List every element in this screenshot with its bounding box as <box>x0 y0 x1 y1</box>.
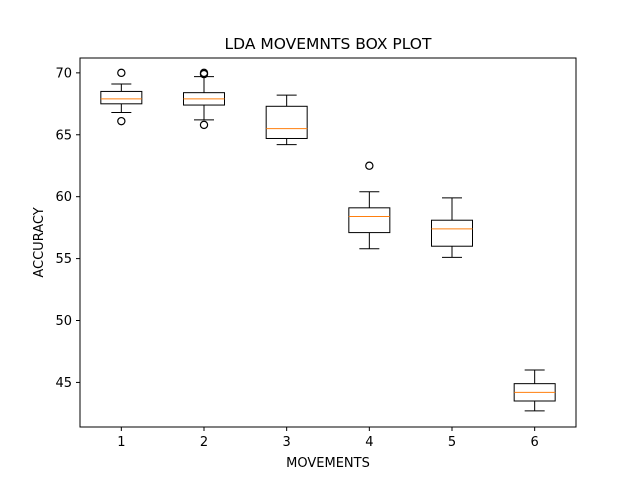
y-axis-label: ACCURACY <box>32 207 47 277</box>
y-tick-label: 65 <box>55 128 72 143</box>
x-tick-label: 3 <box>283 435 291 450</box>
y-tick-label: 55 <box>55 252 72 267</box>
y-axis: 45 50 55 60 65 70 <box>55 66 80 391</box>
x-tick-label: 6 <box>531 435 539 450</box>
box-iqr <box>265 105 308 139</box>
x-tick-label: 1 <box>117 435 125 450</box>
box-iqr <box>348 207 391 234</box>
box-group-1 <box>100 68 143 126</box>
axes-frame <box>79 57 577 428</box>
outlier-point <box>365 161 374 170</box>
outlier-point <box>199 120 209 130</box>
chart-title: LDA MOVEMNTS BOX PLOT <box>225 35 432 53</box>
box-iqr <box>100 90 143 105</box>
y-tick-label: 60 <box>55 190 72 205</box>
y-tick-label: 50 <box>55 314 72 329</box>
box-group-4 <box>348 161 391 250</box>
y-tick-label: 70 <box>55 66 72 81</box>
outlier-point <box>199 68 209 78</box>
plot-area <box>100 68 556 412</box>
outlier-point <box>117 68 126 78</box>
box-group-5 <box>431 197 473 258</box>
box-group-6 <box>513 369 556 412</box>
x-tick-label: 4 <box>365 435 373 450</box>
outlier-point <box>117 116 126 126</box>
box-group-3 <box>265 94 308 146</box>
box-group-2 <box>183 68 225 130</box>
x-tick-label: 5 <box>448 435 456 450</box>
box-iqr <box>431 219 473 247</box>
x-axis-label: MOVEMENTS <box>286 456 370 471</box>
y-tick-label: 45 <box>55 376 72 391</box>
x-tick-label: 2 <box>200 435 208 450</box>
x-axis: 1 2 3 4 5 6 <box>117 427 539 450</box>
